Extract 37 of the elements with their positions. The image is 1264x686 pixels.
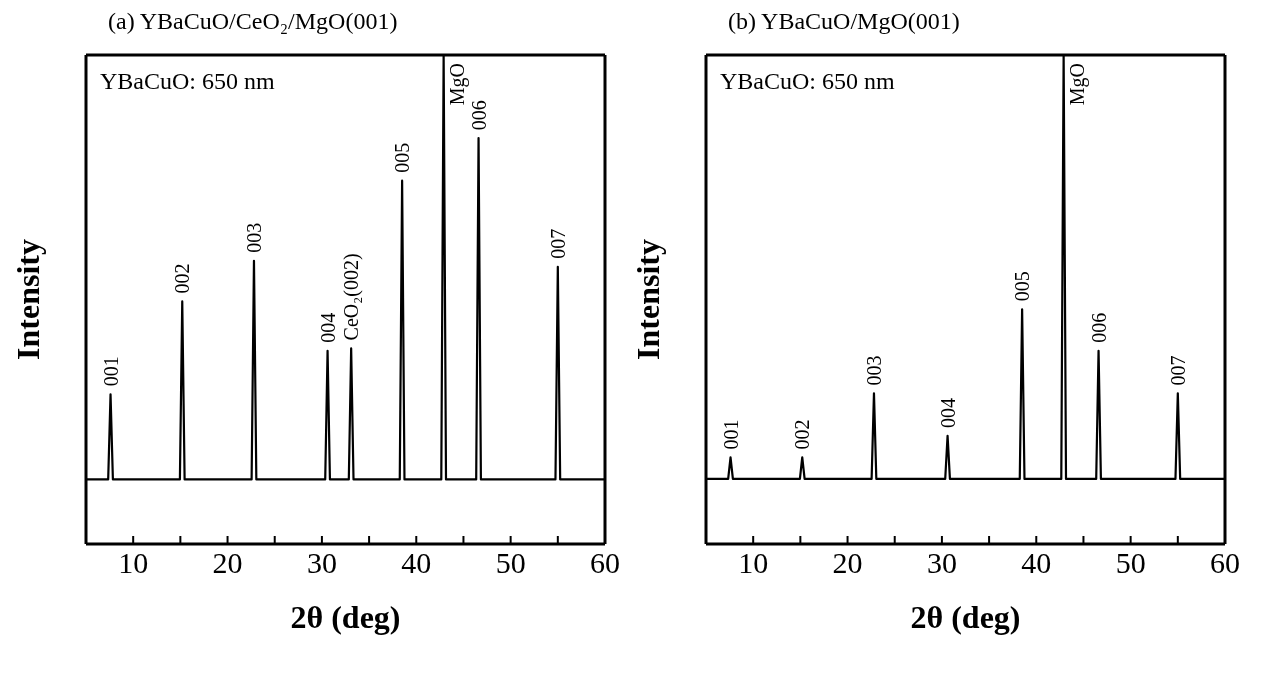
annotation: 003 xyxy=(862,355,885,386)
annotation: YBaCuO: 650 nm xyxy=(720,68,895,95)
x-axis-title: 2θ (deg) xyxy=(290,599,401,635)
y-axis-title: Intensity xyxy=(10,239,47,360)
x-tick-label: 40 xyxy=(401,546,432,580)
annotation: 004 xyxy=(316,312,339,343)
x-tick-label: 10 xyxy=(738,546,769,580)
annotation: 001 xyxy=(719,419,742,450)
x-tick-label: 50 xyxy=(1115,546,1146,580)
annotation: 005 xyxy=(1011,271,1034,302)
annotation: 006 xyxy=(467,100,490,131)
annotation: 004 xyxy=(936,397,959,428)
annotation: 007 xyxy=(546,228,569,259)
annotation: 006 xyxy=(1087,312,1110,343)
x-tick-label: 30 xyxy=(306,546,337,580)
annotation: 001 xyxy=(99,356,122,387)
x-tick-label: 30 xyxy=(926,546,957,580)
x-tick-label: 20 xyxy=(212,546,243,580)
x-axis-title: 2θ (deg) xyxy=(910,599,1021,635)
annotation: CeO₂(002) xyxy=(340,253,364,341)
annotation: 007 xyxy=(1166,355,1189,386)
annotation: 003 xyxy=(242,222,265,253)
annotation: 002 xyxy=(171,263,194,294)
x-tick-label: 20 xyxy=(832,546,863,580)
annotation: 002 xyxy=(791,419,814,450)
chart-title: (a) YBaCuO/CeO₂/MgO(001) xyxy=(107,8,399,36)
annotation: MgO xyxy=(445,63,469,106)
annotation: 005 xyxy=(391,142,414,173)
x-tick-label: 10 xyxy=(118,546,149,580)
x-tick-label: 60 xyxy=(590,546,620,580)
chart-title: (b) YBaCuO/MgO(001) xyxy=(727,8,961,36)
x-tick-label: 60 xyxy=(1210,546,1240,580)
x-tick-label: 40 xyxy=(1021,546,1052,580)
y-axis-title: Intensity xyxy=(630,239,667,360)
annotation: YBaCuO: 650 nm xyxy=(100,68,275,95)
x-tick-label: 50 xyxy=(495,546,526,580)
annotation: MgO xyxy=(1065,63,1089,106)
